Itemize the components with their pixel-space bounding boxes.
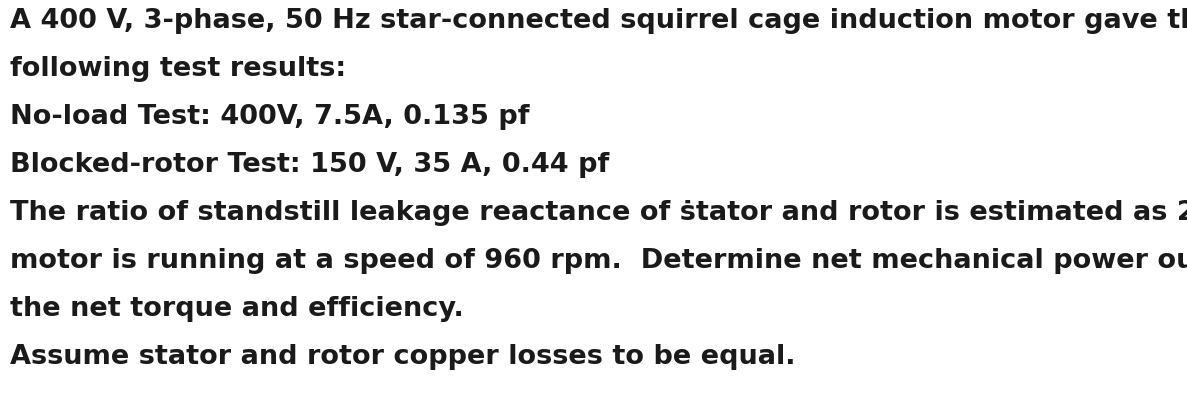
Text: following test results:: following test results:	[9, 56, 347, 82]
Text: Assume stator and rotor copper losses to be equal.: Assume stator and rotor copper losses to…	[9, 343, 795, 369]
Text: The ratio of standstill leakage reactance of ṡtator and rotor is estimated as 2.: The ratio of standstill leakage reactanc…	[9, 200, 1187, 225]
Text: No-load Test: 400V, 7.5A, 0.135 pf: No-load Test: 400V, 7.5A, 0.135 pf	[9, 104, 529, 130]
Text: Blocked-rotor Test: 150 V, 35 A, 0.44 pf: Blocked-rotor Test: 150 V, 35 A, 0.44 pf	[9, 152, 609, 178]
Text: the net torque and efficiency.: the net torque and efficiency.	[9, 295, 464, 321]
Text: motor is running at a speed of 960 rpm.  Determine net mechanical power output,: motor is running at a speed of 960 rpm. …	[9, 247, 1187, 273]
Text: A 400 V, 3-phase, 50 Hz star-connected squirrel cage induction motor gave the: A 400 V, 3-phase, 50 Hz star-connected s…	[9, 8, 1187, 34]
